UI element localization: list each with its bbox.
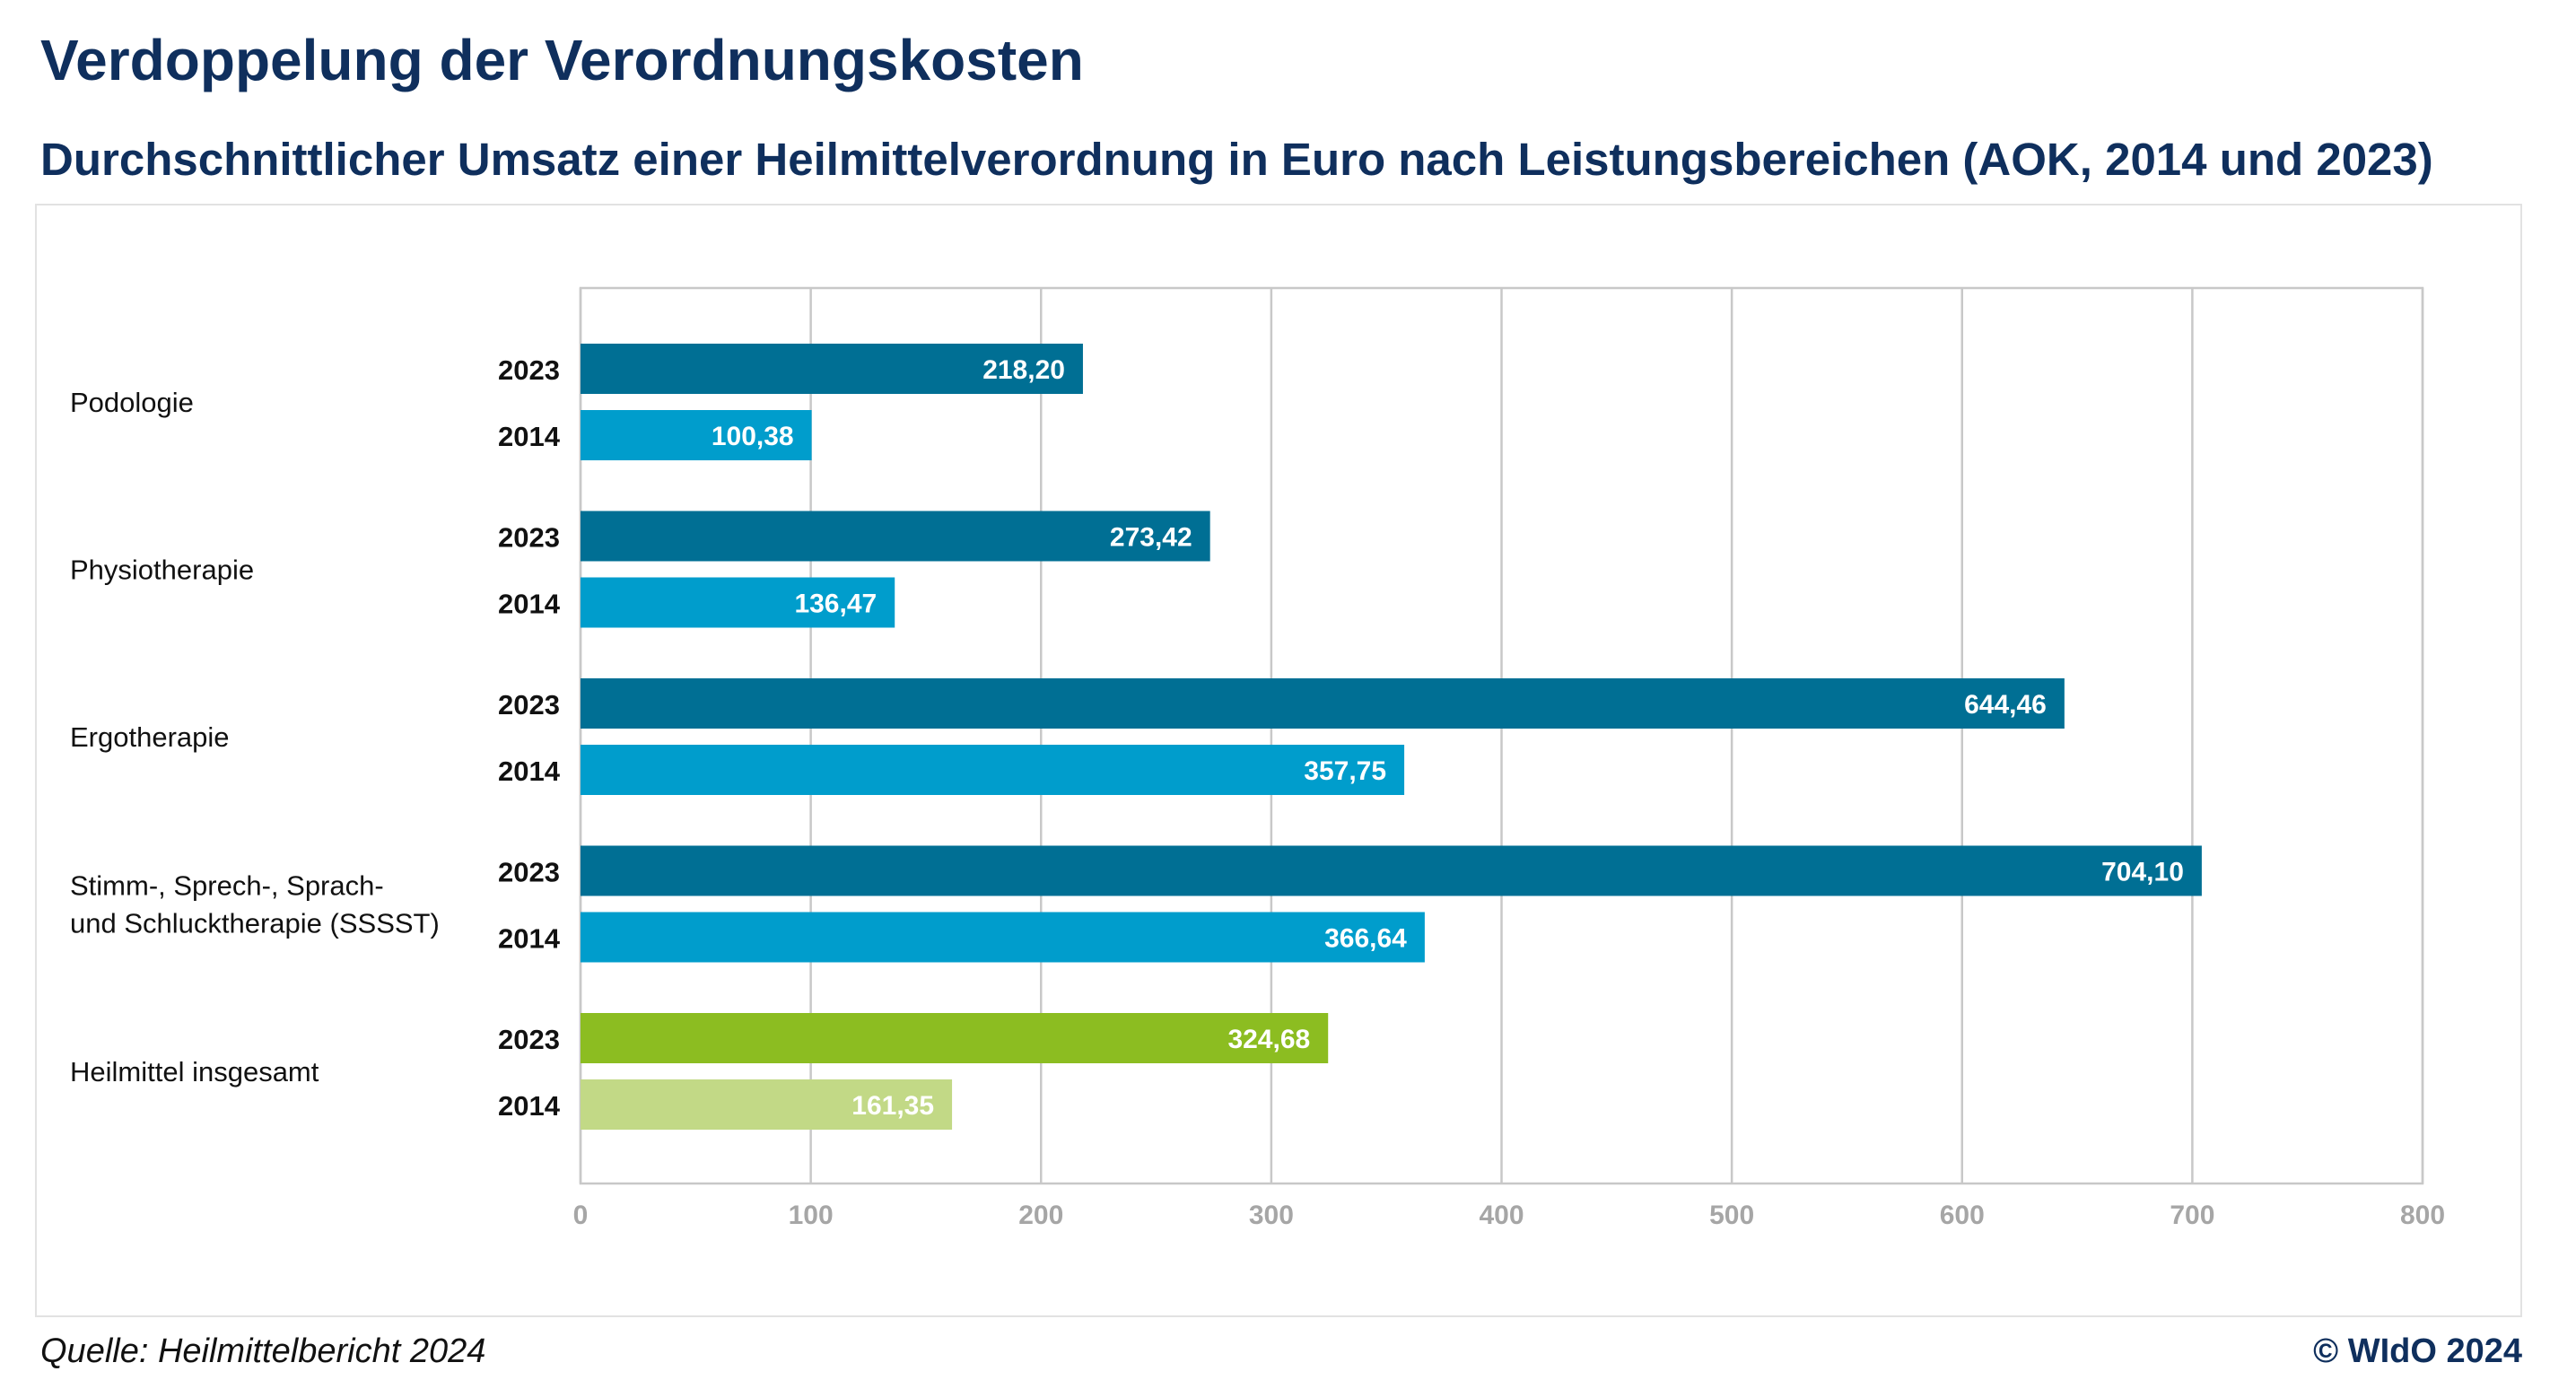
series-year-label: 2023 [498, 1024, 560, 1055]
series-year-label: 2014 [498, 589, 561, 620]
data-label: 366,64 [1324, 924, 1407, 954]
series-year-label: 2014 [498, 923, 561, 955]
data-label: 644,46 [1964, 690, 2047, 720]
series-year-label: 2023 [498, 354, 560, 386]
data-label: 324,68 [1227, 1025, 1310, 1054]
bar-2023 [581, 511, 1210, 562]
data-label: 273,42 [1110, 523, 1192, 553]
x-tick-label: 500 [1709, 1201, 1754, 1230]
category-label: und Schlucktherapie (SSSST) [70, 908, 440, 939]
series-year-label: 2014 [498, 756, 561, 787]
x-tick-label: 700 [2170, 1201, 2214, 1230]
chart-subtitle: Durchschnittlicher Umsatz einer Heilmitt… [40, 134, 2433, 185]
x-tick-label: 100 [789, 1201, 834, 1230]
bar-2014 [581, 745, 1405, 795]
series-year-label: 2014 [498, 421, 561, 452]
series-year-label: 2023 [498, 689, 560, 721]
category-label: Podologie [70, 387, 194, 418]
bar-2014 [581, 1079, 953, 1130]
bar-2023 [581, 1013, 1329, 1063]
data-label: 357,75 [1304, 756, 1386, 786]
category-label: Ergotherapie [70, 721, 230, 753]
source-note: Quelle: Heilmittelbericht 2024 [40, 1332, 486, 1370]
category-label: Stimm-, Sprech-, Sprach- [70, 870, 384, 902]
x-tick-label: 0 [573, 1201, 589, 1230]
bar-2014 [581, 410, 812, 460]
x-tick-label: 600 [1940, 1201, 1985, 1230]
copyright-note: © WIdO 2024 [2313, 1332, 2522, 1370]
chart-title: Verdoppelung der Verordnungskosten [40, 28, 1084, 92]
data-label: 704,10 [2101, 858, 2184, 887]
x-tick-label: 400 [1479, 1201, 1524, 1230]
bar-2023 [581, 845, 2202, 896]
data-label: 136,47 [794, 590, 877, 619]
category-label: Physiotherapie [70, 555, 254, 586]
chart-frame [35, 204, 2522, 1317]
series-year-label: 2023 [498, 857, 560, 888]
data-label: 161,35 [851, 1091, 934, 1121]
bar-2023 [581, 344, 1083, 394]
x-tick-label: 800 [2400, 1201, 2445, 1230]
x-tick-label: 300 [1249, 1201, 1294, 1230]
x-tick-label: 200 [1018, 1201, 1063, 1230]
data-label: 218,20 [982, 355, 1065, 385]
series-year-label: 2014 [498, 1090, 561, 1122]
bar-2014 [581, 577, 895, 628]
bar-2014 [581, 912, 1425, 963]
category-label: Heilmittel insgesamt [70, 1056, 319, 1087]
bar-2023 [581, 678, 2065, 729]
series-year-label: 2023 [498, 522, 560, 554]
data-label: 100,38 [712, 422, 794, 451]
